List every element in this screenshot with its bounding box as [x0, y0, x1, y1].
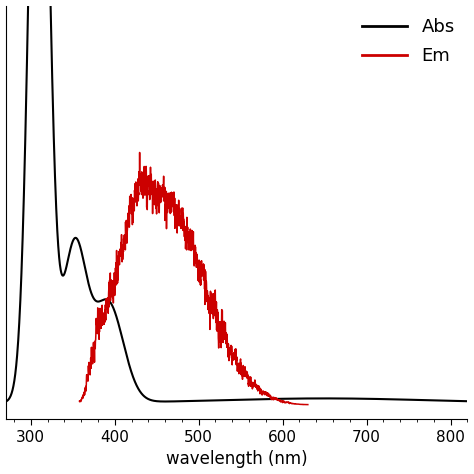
Legend: Abs, Em: Abs, Em	[355, 11, 462, 72]
X-axis label: wavelength (nm): wavelength (nm)	[165, 450, 307, 468]
